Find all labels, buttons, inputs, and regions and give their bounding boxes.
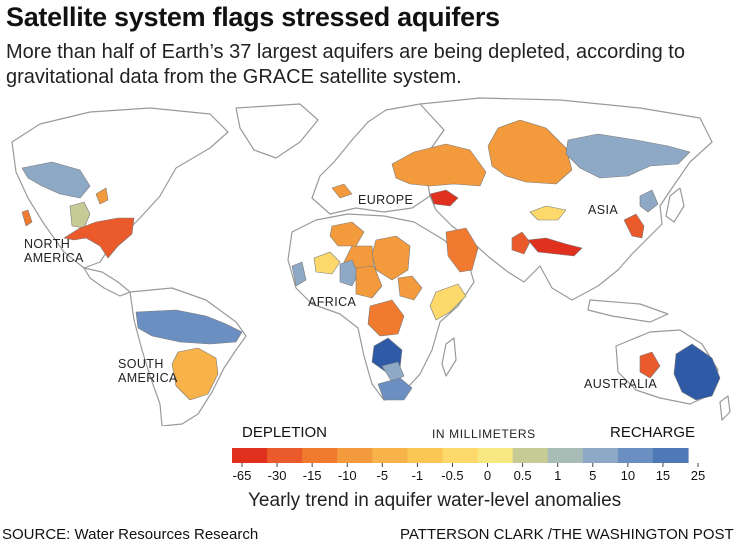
aquifer-upper-mississippi	[69, 201, 91, 229]
aquifer-ogaden-juba	[429, 283, 467, 321]
aquifer-west-canada	[21, 161, 91, 199]
aquifer-congo	[367, 299, 405, 337]
aquifer-regions	[21, 119, 721, 401]
aquifer-great-lakes-saint-lawrence	[95, 187, 109, 205]
aquifer-guarani	[171, 347, 219, 401]
legend-tick-label: 5	[589, 468, 596, 483]
aquifer-song-liao	[639, 189, 659, 213]
legend-tick-label: 10	[621, 468, 635, 483]
aquifer-sudd	[397, 275, 423, 301]
region-label-north-america: NORTH AMERICA	[24, 237, 84, 265]
legend-swatch	[547, 448, 584, 463]
region-label-europe: EUROPE	[358, 193, 413, 207]
aquifer-lake-chad	[355, 265, 383, 299]
legend-swatch	[617, 448, 654, 463]
region-labels: NORTH AMERICA EUROPE ASIA AFRICA SOUTH AME…	[24, 193, 657, 391]
aquifer-tarim	[529, 205, 567, 221]
north-america-landmass	[11, 107, 229, 269]
legend-depletion-label: DEPLETION	[242, 424, 328, 441]
madagascar-landmass	[441, 337, 457, 377]
southeast-asia-islands	[587, 299, 669, 323]
legend-swatch	[232, 448, 268, 463]
japan-landmass	[665, 187, 685, 223]
aquifer-canning	[639, 351, 661, 379]
legend-tick-label: 15	[656, 468, 670, 483]
legend-tick-label: -30	[268, 468, 287, 483]
aquifer-north-china	[623, 213, 645, 239]
aquifer-ganges-brahmaputra	[527, 237, 583, 257]
legend-recharge-label: RECHARGE	[610, 424, 696, 441]
legend-swatch	[652, 448, 689, 463]
world-map: NORTH AMERICA EUROPE ASIA AFRICA SOUTH AME…	[11, 97, 731, 426]
greenland-landmass	[235, 103, 319, 159]
aquifer-california-central-valley	[21, 209, 33, 227]
legend-swatches	[232, 448, 689, 463]
legend-swatch	[337, 448, 373, 463]
legend-swatch	[582, 448, 619, 463]
legend-unit-label: IN MILLIMETERS	[432, 427, 536, 441]
region-label-asia: ASIA	[588, 203, 618, 217]
legend-tick-labels: -65 -30 -15 -10 -5 -1 -0.5 0 0.5 1 5 10 15 25	[233, 463, 705, 483]
aquifer-karoo	[377, 377, 413, 401]
new-zealand-landmass	[719, 395, 731, 421]
legend-tick-label: -65	[233, 468, 252, 483]
aquifer-great-artesian	[673, 343, 721, 401]
aquifer-west-siberian	[391, 143, 487, 187]
legend-tick-label: -5	[377, 468, 389, 483]
aquifer-angara-lena	[565, 133, 691, 179]
source-credit: SOURCE: Water Resources Research	[2, 526, 259, 543]
aquifer-amazon	[135, 309, 243, 345]
legend-color-scale: -65 -30 -15 -10 -5 -1 -0.5 0 0.5 1 5 10 15 25	[232, 448, 705, 483]
page-title: Satellite system flags stressed aquifers	[6, 2, 500, 32]
legend-scale-title: Yearly trend in aquifer water-level anom…	[248, 490, 622, 511]
aquifer-northwest-sahara	[329, 221, 365, 247]
legend-swatch	[442, 448, 479, 463]
legend-tick-label: 1	[554, 468, 561, 483]
legend-tick-label: 25	[691, 468, 705, 483]
legend-tick-label: -0.5	[441, 468, 463, 483]
region-label-south-america: SOUTH AMERICA	[118, 357, 178, 385]
legend-swatch	[302, 448, 338, 463]
legend-swatch	[267, 448, 303, 463]
aquifer-kalahari-karoo	[381, 361, 405, 383]
legend-swatch	[407, 448, 444, 463]
region-label-africa: AFRICA	[308, 295, 356, 309]
aquifer-western-europe	[331, 183, 353, 199]
aquifer-indus	[511, 231, 531, 255]
legend-tick-label: 0	[484, 468, 491, 483]
legend-tick-label: -15	[303, 468, 322, 483]
legend-tick-label: 0.5	[514, 468, 532, 483]
author-credit: PATTERSON CLARK /THE WASHINGTON POST	[400, 526, 734, 543]
aquifer-arabian	[445, 227, 479, 273]
legend-swatch	[372, 448, 408, 463]
aquifer-senegalo-mauritanian	[291, 261, 307, 287]
legend-swatch	[512, 448, 549, 463]
aquifer-atlantic-gulf-coastal	[63, 217, 135, 259]
aquifer-iullemeden-irhazer	[339, 259, 359, 287]
legend-tick-label: -10	[338, 468, 357, 483]
aquifer-caspian	[429, 189, 459, 207]
central-america-landmass	[83, 267, 131, 297]
legend-swatch	[477, 448, 514, 463]
aquifer-tunguska	[487, 119, 573, 185]
aquifer-taoudeni-tanezrouft	[313, 251, 341, 275]
region-label-australia: AUSTRALIA	[584, 377, 657, 391]
page-subtitle: More than half of Earth’s 37 largest aqu…	[6, 41, 685, 88]
legend-tick-label: -1	[412, 468, 424, 483]
